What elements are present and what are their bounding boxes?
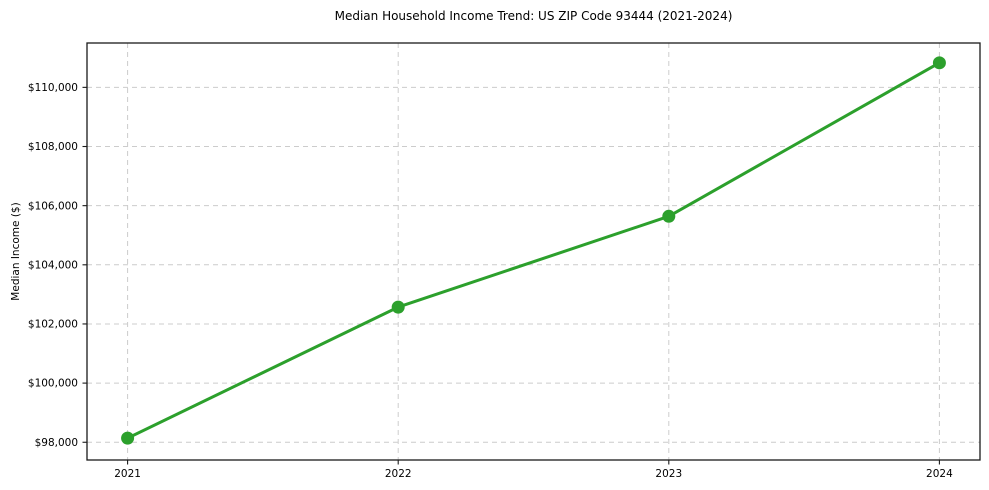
data-point-2021 — [121, 431, 135, 445]
y-tick-label: $100,000 — [28, 378, 78, 390]
y-axis-label: Median Income ($) — [10, 202, 22, 300]
y-tick-label: $102,000 — [28, 319, 78, 331]
trend-line — [126, 61, 941, 440]
y-tick-label: $108,000 — [28, 141, 78, 153]
data-point-2022 — [391, 300, 405, 314]
x-tick-label: 2021 — [114, 468, 141, 480]
y-tick-label: $98,000 — [35, 437, 78, 449]
axes-frame — [86, 42, 981, 461]
gridlines — [87, 43, 980, 460]
x-tick-label: 2024 — [926, 468, 953, 480]
x-tick-label: 2023 — [655, 468, 682, 480]
y-tick-label: $110,000 — [28, 82, 78, 94]
y-tick-label: $104,000 — [28, 259, 78, 271]
tick-marks — [82, 86, 940, 465]
data-point-2023 — [662, 209, 676, 223]
y-tick-label: $106,000 — [28, 200, 78, 212]
tick-labels: $98,000 $100,000 $102,000 $104,000 $106,000 $… — [28, 82, 953, 480]
data-point-2024 — [932, 56, 946, 70]
x-tick-label: 2022 — [385, 468, 412, 480]
chart-title: Median Household Income Trend: US ZIP Co… — [334, 9, 733, 23]
